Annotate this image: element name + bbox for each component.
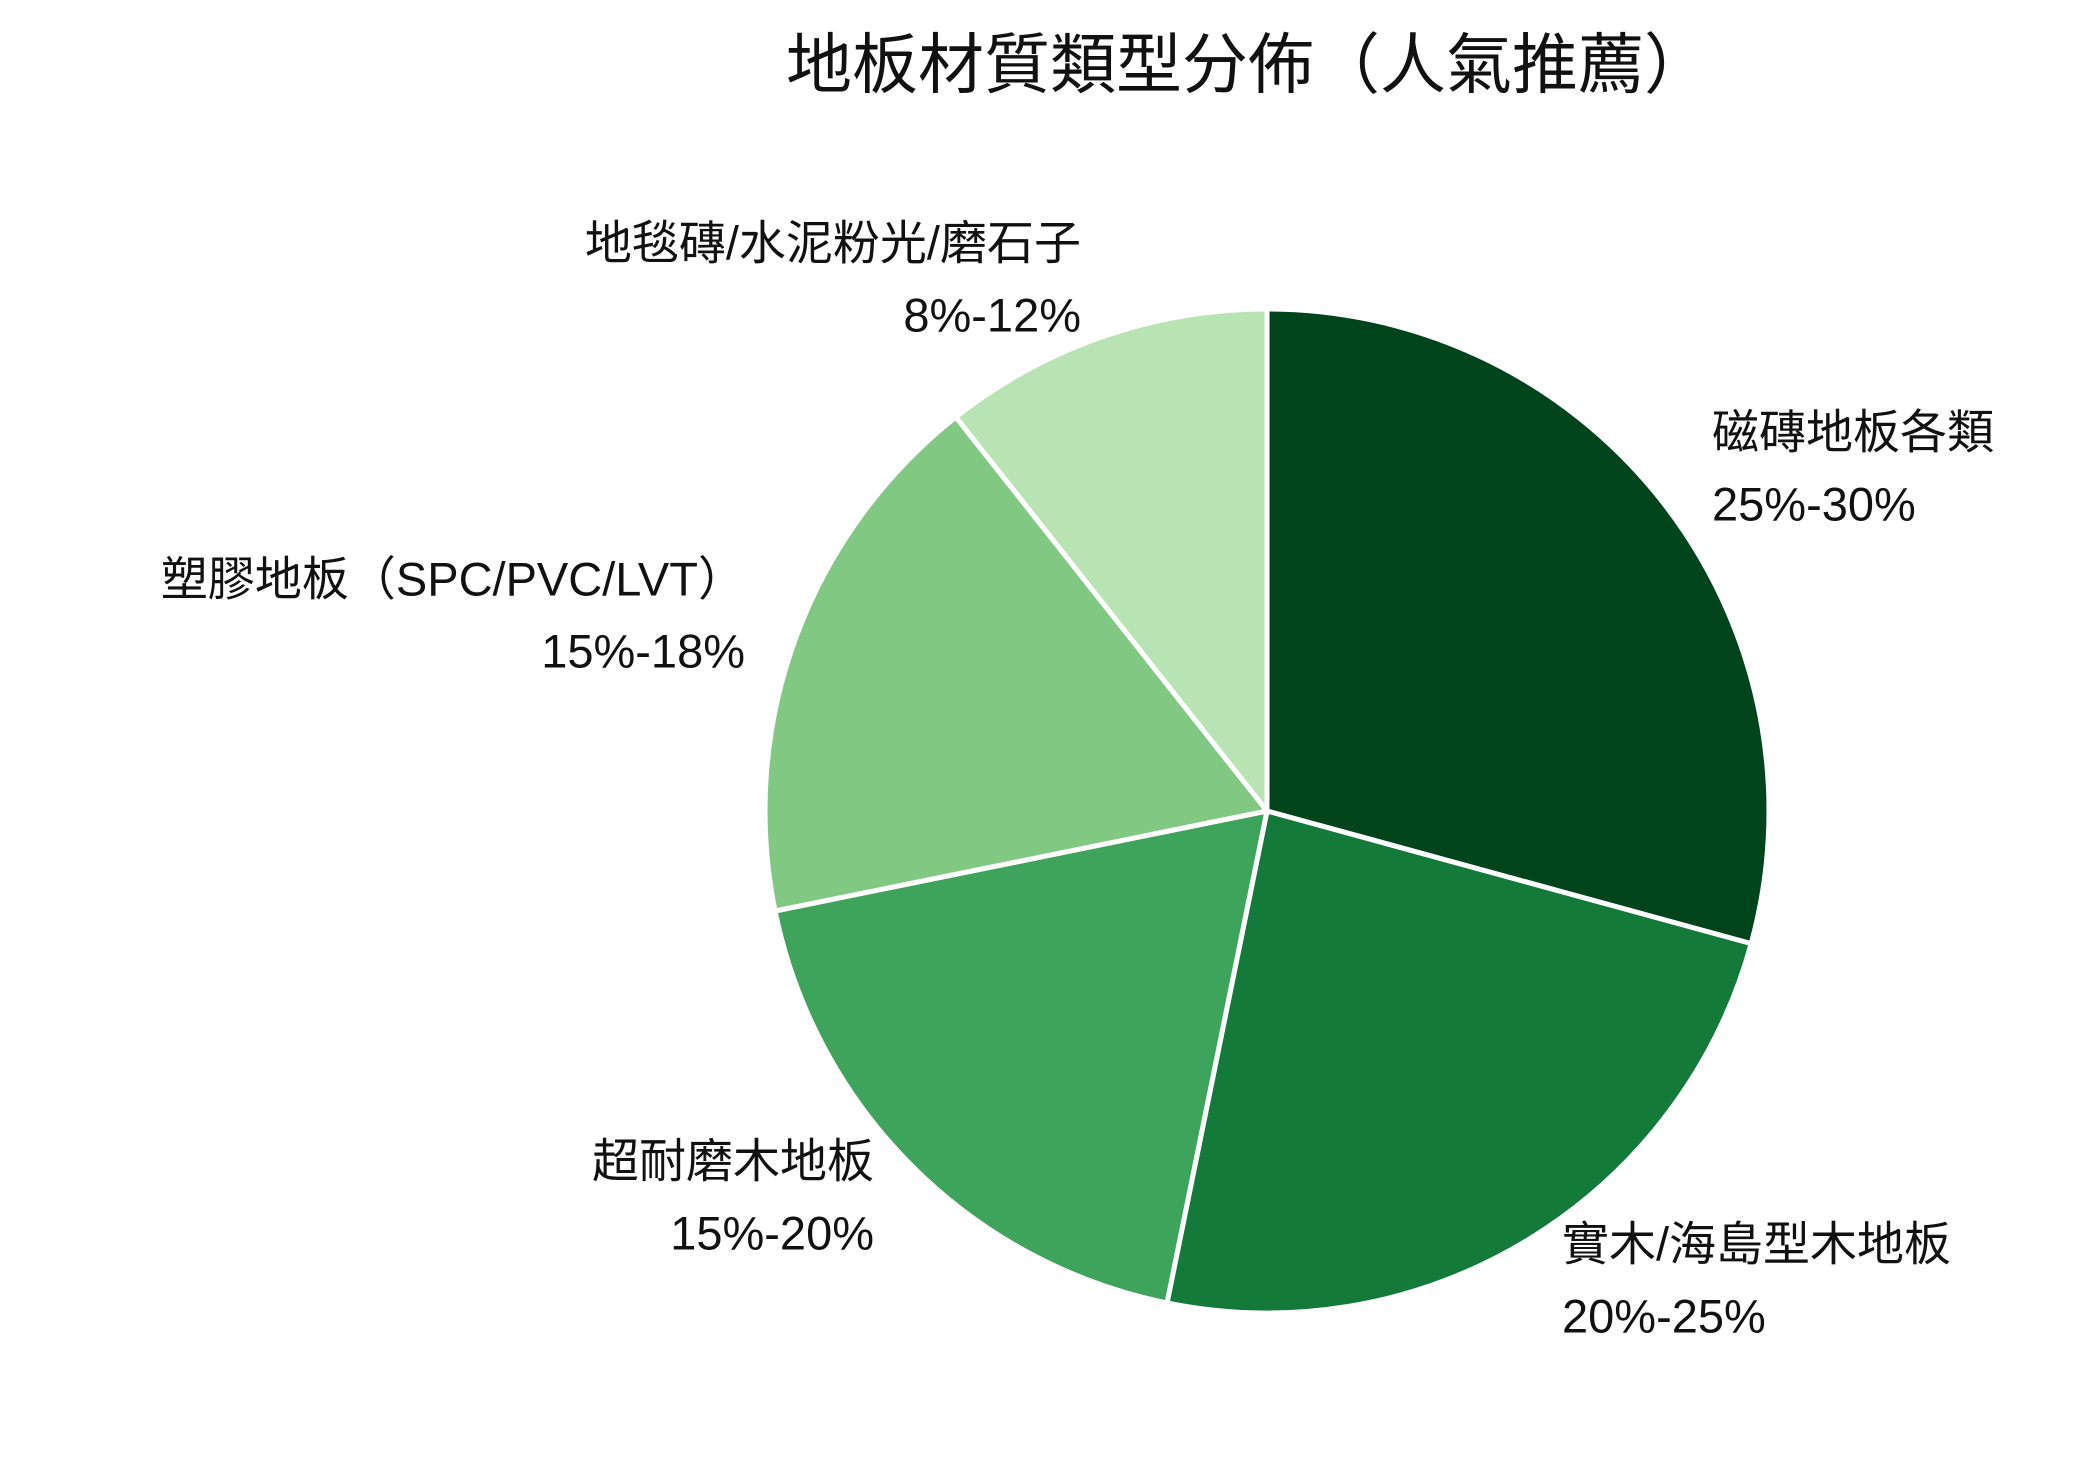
- value-label: 25%-30%: [1712, 477, 1916, 530]
- chart-title: 地板材質類型分佈（人氣推薦）: [786, 27, 1710, 101]
- slice-label: 超耐磨木地板: [592, 1134, 874, 1187]
- slice-label: 塑膠地板（SPC/PVC/LVT）: [161, 552, 745, 605]
- value-label: 15%-20%: [670, 1206, 874, 1259]
- pie-slice: [1164, 808, 1754, 1316]
- value-label: 20%-25%: [1562, 1289, 1766, 1342]
- value-label: 15%-18%: [541, 624, 745, 677]
- pie-slice: [762, 414, 1270, 914]
- value-label: 8%-12%: [903, 288, 1081, 341]
- pie-slice: [953, 306, 1270, 814]
- slice-label: 地毯磚/水泥粉光/磨石子: [585, 216, 1081, 269]
- slice-label: 實木/海島型木地板: [1562, 1217, 1951, 1270]
- slice-label: 磁磚地板各類: [1712, 405, 1994, 458]
- pie-slice: [1264, 306, 1772, 947]
- pie-slice: [772, 808, 1270, 1306]
